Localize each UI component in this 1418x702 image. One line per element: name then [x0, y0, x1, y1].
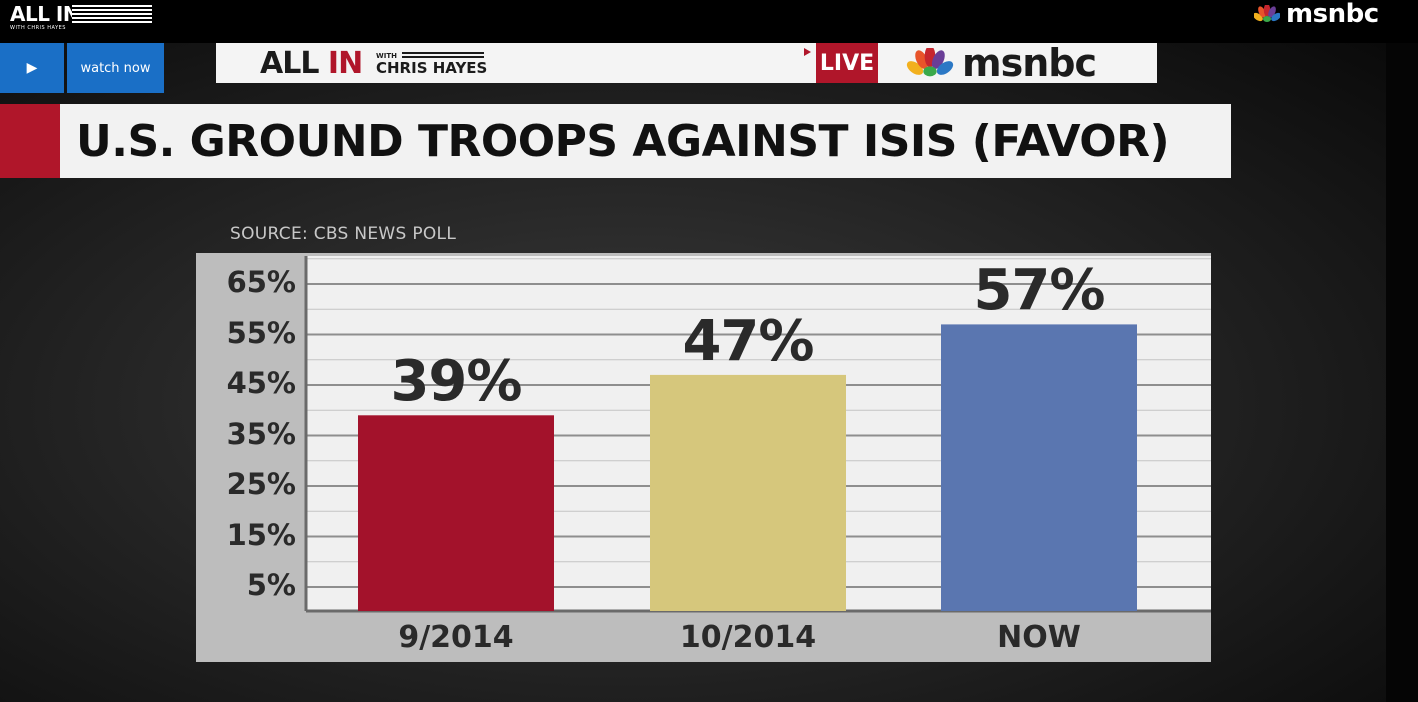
y-tick-label: 45% — [226, 366, 296, 400]
page-margin — [1386, 43, 1418, 702]
y-tick-label: 15% — [226, 517, 296, 552]
live-marker-icon — [804, 48, 811, 56]
y-tick-label: 35% — [226, 416, 296, 451]
x-tick-label: 10/2014 — [679, 620, 817, 655]
bug-stripes — [402, 52, 484, 58]
host-name: CHRIS HAYES — [376, 59, 488, 77]
bar-1 — [358, 415, 554, 611]
play-button[interactable]: ▶ — [0, 43, 64, 93]
x-tick-label: NOW — [997, 620, 1081, 655]
network-name: msnbc — [962, 41, 1097, 85]
msnbc-brand-link[interactable]: msnbc — [1254, 0, 1379, 29]
show-with-label: WITH — [376, 52, 397, 60]
bar-3 — [941, 324, 1137, 611]
headline-text: U.S. GROUND TROOPS AGAINST ISIS (FAVOR) — [76, 115, 1170, 167]
show-logo-all: ALL — [260, 46, 319, 81]
bar-2 — [650, 374, 846, 611]
y-tick-label: 65% — [226, 265, 296, 299]
headline-banner: U.S. GROUND TROOPS AGAINST ISIS (FAVOR) — [60, 104, 1231, 178]
site-header: ALL IN WITH CHRIS HAYES msnbc — [0, 0, 1418, 43]
peacock-icon — [906, 48, 954, 77]
broadcast-bug: ALL IN WITH CHRIS HAYES LIVE msnbc — [216, 41, 1157, 85]
data-label: 39% — [390, 349, 522, 415]
x-tick-label: 9/2014 — [398, 620, 514, 655]
data-label: 47% — [682, 308, 814, 374]
site-logo-text: ALL IN — [10, 2, 80, 26]
headline-accent — [0, 104, 60, 178]
site-logo-subtitle: WITH CHRIS HAYES — [10, 25, 66, 31]
data-label: 57% — [973, 258, 1105, 324]
y-tick-label: 55% — [226, 315, 296, 350]
network-logo: msnbc — [904, 41, 1097, 85]
show-logo: ALL IN — [260, 46, 363, 81]
play-icon: ▶ — [26, 60, 38, 76]
watch-now-button[interactable]: watch now — [67, 43, 164, 93]
site-logo[interactable]: ALL IN WITH CHRIS HAYES — [10, 3, 152, 33]
live-badge: LIVE — [816, 43, 878, 83]
peacock-icon — [1254, 5, 1280, 22]
y-tick-label: 5% — [246, 568, 296, 602]
logo-stripes — [72, 5, 152, 23]
y-tick-label: 25% — [226, 467, 296, 501]
chart-source: SOURCE: CBS NEWS POLL — [230, 224, 457, 244]
brand-text: msnbc — [1286, 0, 1379, 29]
show-logo-in: IN — [327, 46, 363, 81]
